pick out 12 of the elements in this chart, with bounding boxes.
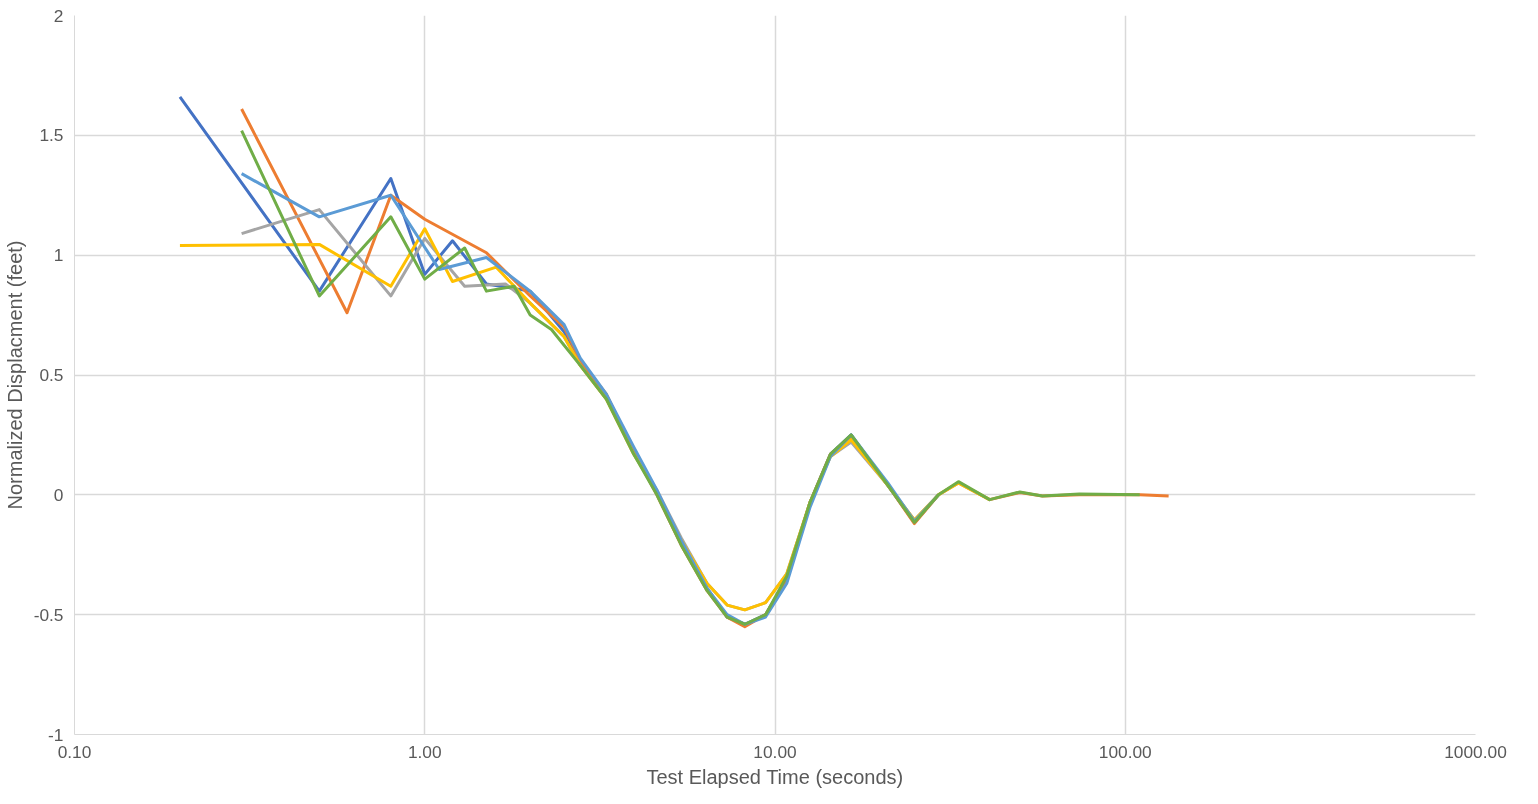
y-tick-label: 0 — [53, 484, 64, 505]
x-tick-label: 100.00 — [1098, 741, 1152, 762]
x-tick-label: 1.00 — [407, 741, 442, 762]
y-tick-label: 1.5 — [39, 125, 64, 146]
y-axis-title: Normalized Displacment (feet) — [3, 240, 26, 510]
x-axis-title: Test Elapsed Time (seconds) — [646, 765, 904, 788]
y-tick-label: 1 — [53, 245, 64, 266]
x-tick-label: 1000.00 — [1444, 741, 1507, 762]
y-tick-label: -0.5 — [33, 604, 64, 625]
y-tick-label: 0.5 — [39, 365, 64, 385]
x-tick-label: 10.00 — [753, 741, 797, 762]
y-tick-label: 2 — [53, 5, 64, 26]
